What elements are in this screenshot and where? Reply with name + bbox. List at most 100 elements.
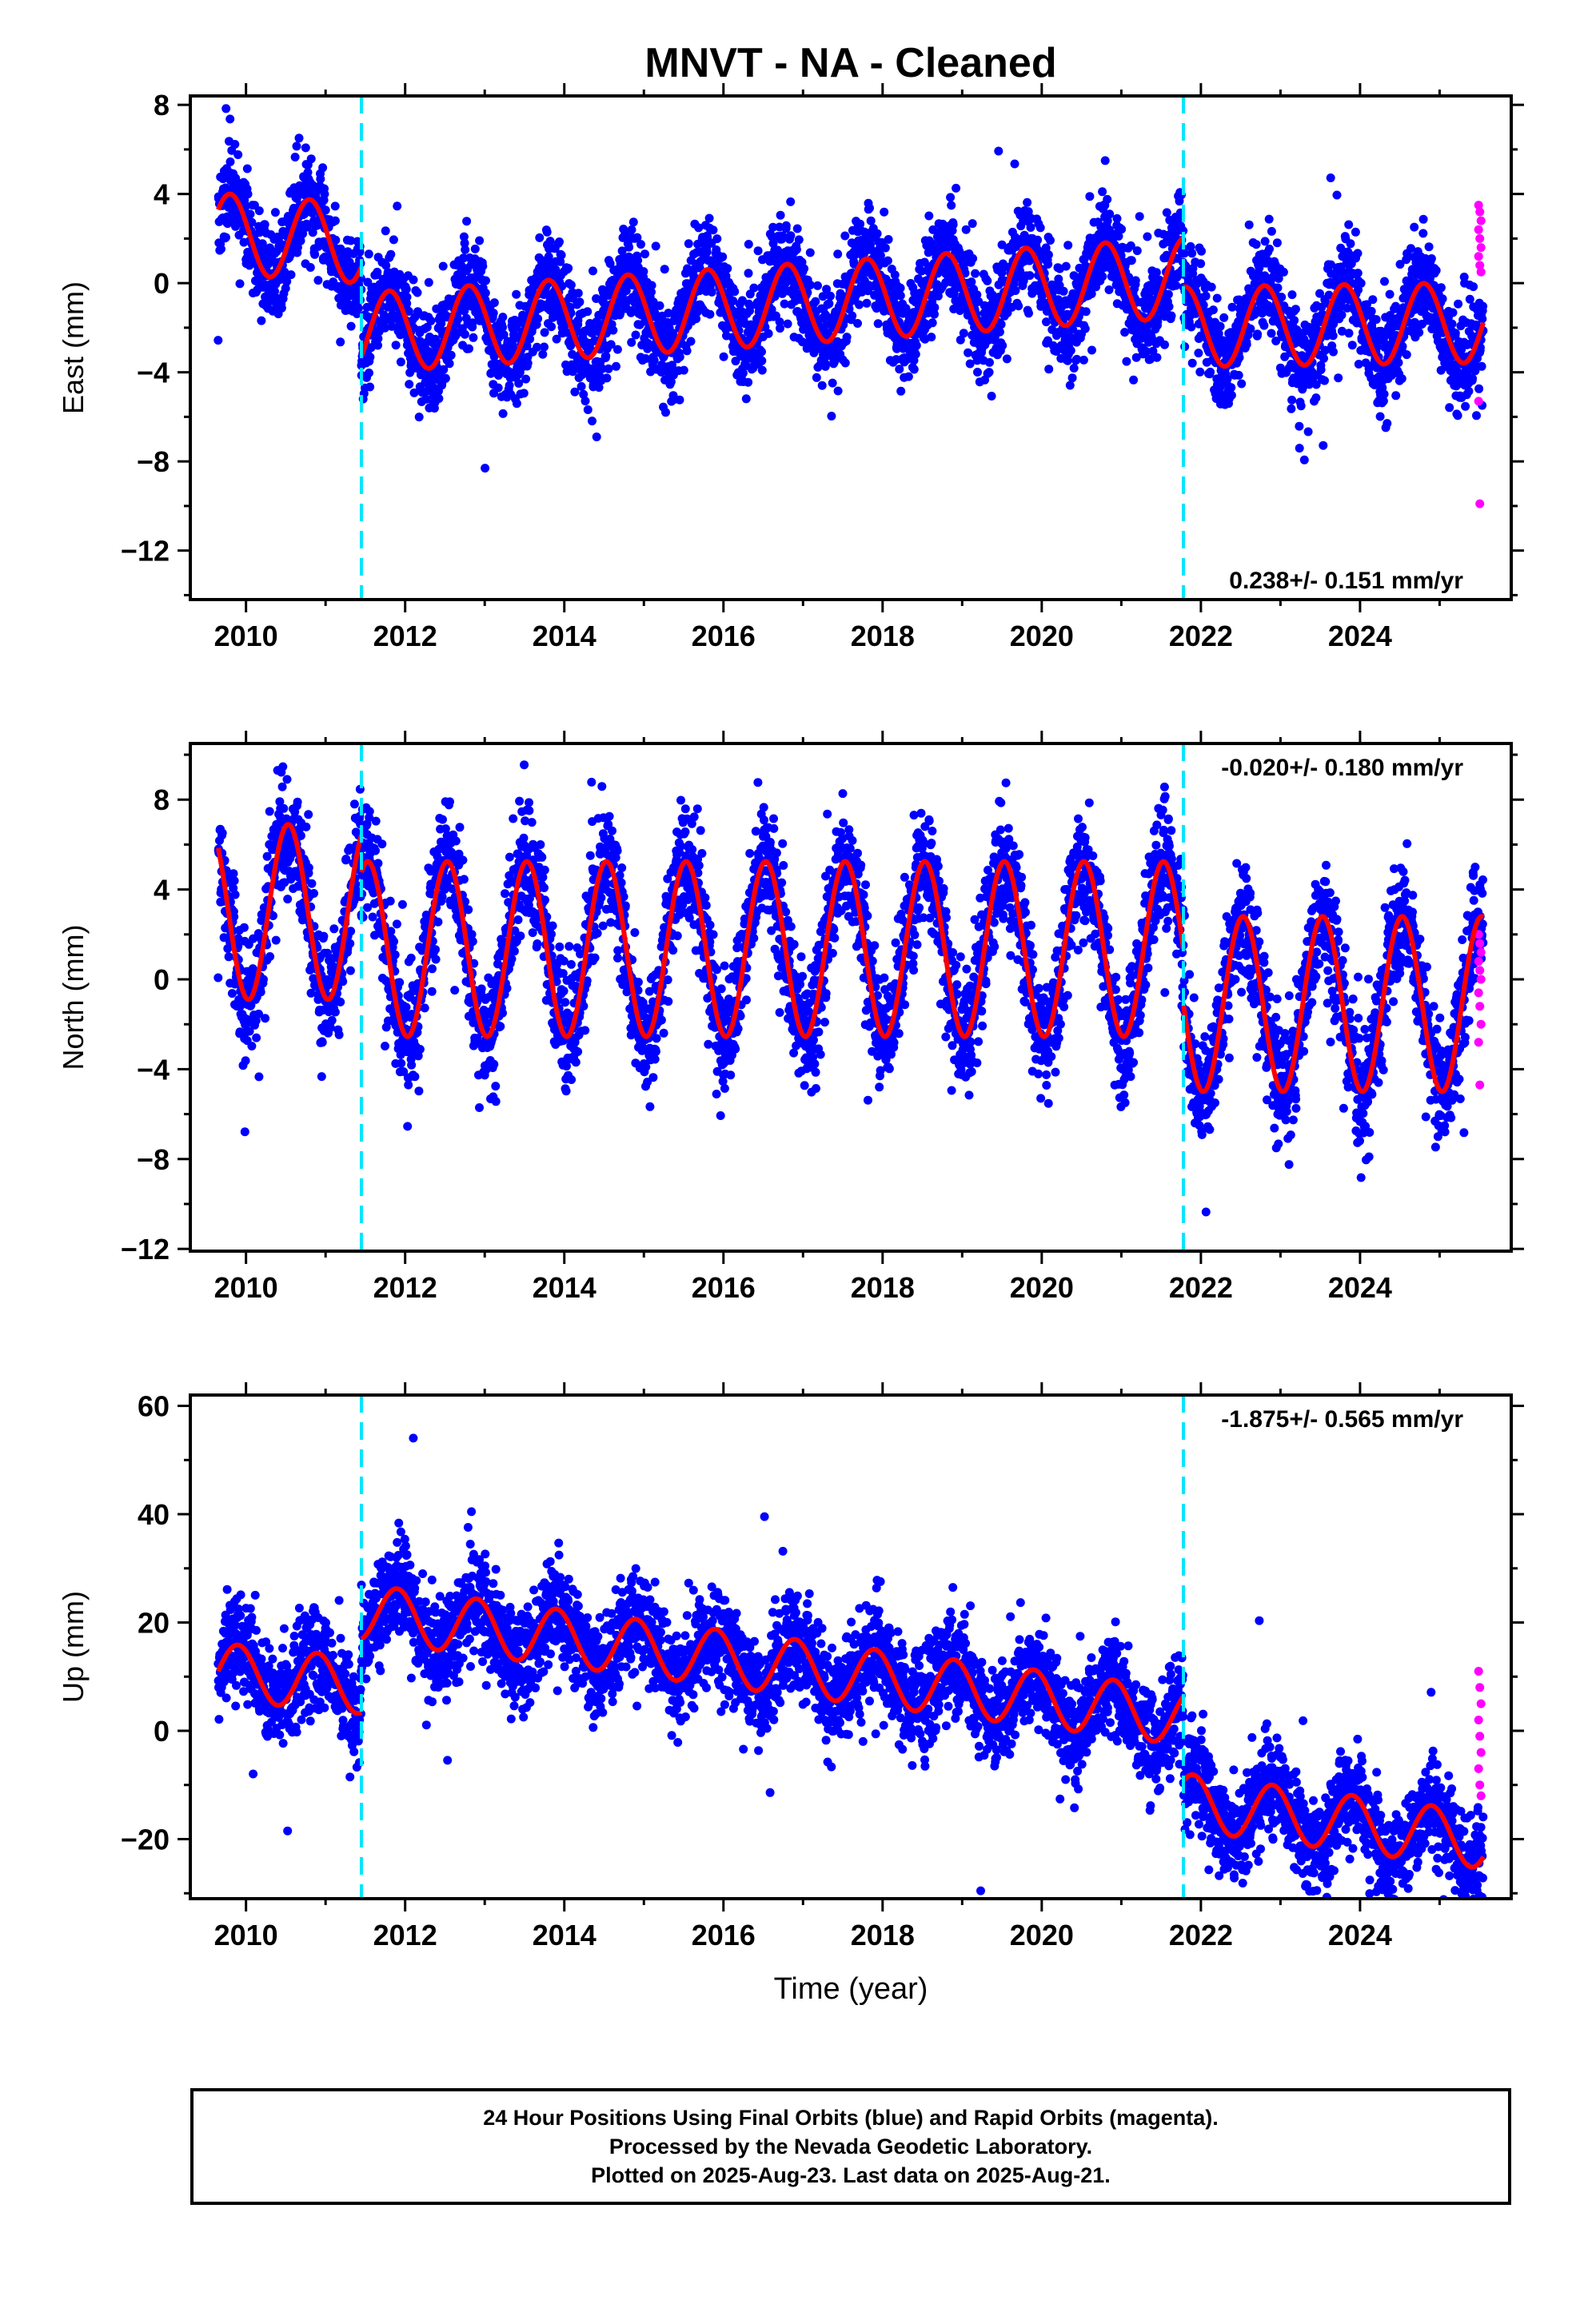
- east-point: [812, 373, 821, 382]
- east-point: [271, 208, 280, 217]
- east-point: [287, 270, 296, 279]
- east-point: [648, 281, 656, 290]
- east-point: [425, 278, 433, 287]
- east-point: [971, 269, 980, 278]
- east-point: [776, 211, 785, 220]
- east-point: [494, 384, 503, 393]
- east-point: [1164, 290, 1173, 299]
- east-point: [1003, 354, 1011, 363]
- east-point: [1425, 242, 1434, 251]
- east-point: [754, 246, 763, 255]
- east-point: [1036, 223, 1045, 232]
- east-point: [255, 206, 264, 215]
- east-point: [1265, 245, 1274, 253]
- east-point: [405, 380, 413, 389]
- east-point: [1445, 403, 1454, 412]
- east-point: [1024, 309, 1033, 317]
- east-point: [261, 220, 269, 229]
- east-point: [1372, 315, 1381, 324]
- east-point: [1279, 268, 1288, 277]
- east-point: [855, 301, 864, 309]
- east-point: [1133, 246, 1142, 255]
- east-point: [475, 237, 484, 245]
- east-point: [964, 349, 972, 357]
- east-point: [1347, 239, 1355, 248]
- east-point: [533, 314, 542, 323]
- east-point: [705, 214, 714, 223]
- east-point: [564, 264, 573, 273]
- east-point: [481, 277, 490, 285]
- east-point: [1216, 322, 1225, 331]
- east-point: [397, 357, 405, 366]
- east-point: [567, 281, 576, 289]
- east-point: [461, 330, 469, 339]
- east-point: [786, 231, 795, 240]
- east-point: [1243, 340, 1251, 349]
- east-point: [1317, 365, 1326, 374]
- east-point: [1354, 249, 1363, 257]
- east-point: [853, 319, 862, 328]
- east-point: [1398, 374, 1406, 383]
- east-point: [705, 310, 714, 319]
- east-point: [786, 197, 795, 206]
- east-x-tick-label: 2016: [692, 620, 756, 652]
- east-point: [1066, 381, 1075, 390]
- east-point: [1333, 191, 1342, 200]
- east-point: [471, 245, 480, 253]
- east-point: [1027, 223, 1035, 232]
- east-x-tick-label: 2022: [1169, 620, 1233, 652]
- east-point: [949, 221, 958, 229]
- east-point: [1277, 293, 1286, 301]
- east-point: [1454, 300, 1462, 309]
- east-point: [604, 365, 613, 373]
- east-point: [793, 225, 802, 233]
- east-point: [386, 250, 395, 259]
- east-point: [1304, 428, 1313, 436]
- east-point: [439, 262, 448, 271]
- east-point: [881, 244, 890, 253]
- east-point: [985, 358, 994, 367]
- east-point: [1122, 357, 1131, 366]
- east-point: [521, 375, 530, 384]
- east-point: [320, 189, 329, 198]
- east-point: [498, 323, 507, 332]
- east-point: [1329, 348, 1338, 357]
- east-point: [1300, 456, 1309, 464]
- east-point: [818, 381, 827, 390]
- east-point: [867, 217, 876, 225]
- east-point: [843, 333, 852, 341]
- east-point: [1044, 250, 1053, 259]
- east-point: [1117, 225, 1126, 233]
- east-point: [1131, 276, 1140, 285]
- east-point: [1273, 238, 1282, 247]
- east-point: [910, 365, 919, 374]
- east-point: [676, 396, 684, 405]
- east-point: [301, 143, 310, 152]
- east-point: [512, 290, 521, 299]
- east-point: [1474, 385, 1483, 393]
- east-rapid-point: [1475, 234, 1484, 243]
- east-point: [800, 265, 808, 273]
- east-point: [465, 345, 473, 353]
- east-point: [1469, 282, 1478, 291]
- east-point: [1165, 302, 1174, 311]
- east-point: [1418, 229, 1427, 237]
- east-point: [1062, 262, 1071, 271]
- east-point: [1449, 309, 1458, 317]
- east-point: [912, 350, 920, 359]
- east-point: [1025, 271, 1034, 280]
- east-point: [952, 184, 960, 193]
- east-point: [602, 373, 611, 382]
- east-point: [1438, 294, 1447, 303]
- east-point: [718, 253, 727, 261]
- east-point: [445, 359, 454, 368]
- east-point: [1291, 305, 1300, 313]
- east-point: [1338, 311, 1347, 320]
- east-point: [1167, 312, 1176, 321]
- east-point: [1386, 290, 1394, 299]
- east-point: [782, 221, 791, 230]
- east-point: [365, 353, 374, 361]
- east-point: [1394, 358, 1403, 367]
- east-point: [498, 313, 507, 321]
